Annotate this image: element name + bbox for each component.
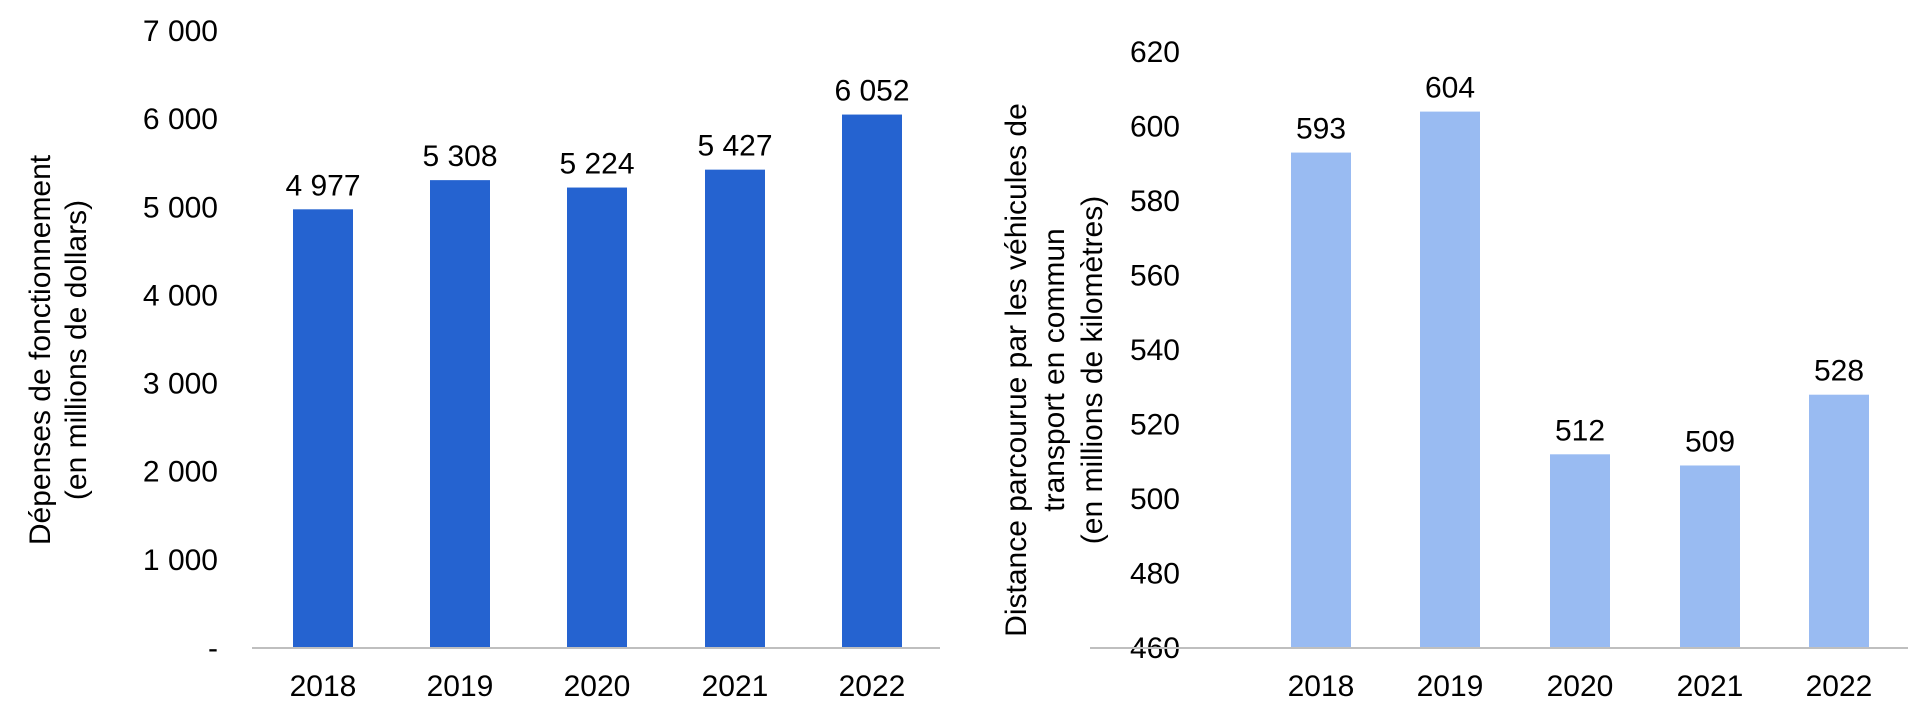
opex-x-tick-label: 2020 — [564, 670, 631, 703]
distance-data-label: 604 — [1425, 72, 1475, 105]
opex-bar-2019 — [430, 180, 490, 649]
opex-y-axis-label: Dépenses de fonctionnement — [24, 154, 57, 545]
opex-x-tick-label: 2019 — [427, 670, 494, 703]
distance-bar-2018 — [1291, 152, 1351, 648]
opex-bar-2022 — [842, 114, 902, 648]
opex-y-tick-label: 5 000 — [143, 191, 218, 224]
opex-y-tick-label: 7 000 — [143, 15, 218, 48]
distance-y-tick-label: 480 — [1130, 558, 1180, 591]
opex-bar-2021 — [705, 169, 765, 648]
distance-y-tick-label: 500 — [1130, 483, 1180, 516]
distance-y-tick-label: 540 — [1130, 334, 1180, 367]
distance-y-axis-label: (en millions de kilomètres) — [1076, 196, 1109, 544]
chart-operating-expenses: - 1 000 2 000 3 000 4 000 5 000 6 000 7 000 4 97… — [24, 15, 940, 703]
distance-x-tick-label: 2018 — [1288, 670, 1355, 703]
distance-bar-2022 — [1809, 394, 1869, 648]
distance-y-tick-label: 620 — [1130, 36, 1180, 69]
distance-x-tick-label: 2019 — [1417, 670, 1484, 703]
opex-data-label: 5 427 — [697, 130, 772, 163]
distance-y-axis-label: Distance parcourue par les véhicules de — [1000, 103, 1033, 637]
opex-y-tick-label: 6 000 — [143, 103, 218, 136]
opex-y-tick-label: 4 000 — [143, 279, 218, 312]
distance-y-tick-label: 600 — [1130, 111, 1180, 144]
distance-data-label: 528 — [1814, 355, 1864, 388]
distance-bar-2021 — [1680, 465, 1740, 648]
opex-bar-2018 — [293, 209, 353, 649]
opex-y-tick-label: 1 000 — [143, 544, 218, 577]
distance-data-label: 509 — [1685, 425, 1735, 458]
distance-y-tick-label: 560 — [1130, 260, 1180, 293]
opex-data-label: 6 052 — [834, 75, 909, 108]
distance-x-tick-label: 2020 — [1547, 670, 1614, 703]
distance-y-tick-label: 580 — [1130, 185, 1180, 218]
opex-y-tick-label: 3 000 — [143, 368, 218, 401]
distance-data-label: 593 — [1296, 113, 1346, 146]
opex-data-label: 5 224 — [559, 148, 634, 181]
opex-x-tick-label: 2021 — [702, 670, 769, 703]
distance-y-axis-label: transport en commun — [1038, 228, 1071, 511]
opex-data-label: 5 308 — [422, 140, 497, 173]
distance-y-tick-label: 520 — [1130, 409, 1180, 442]
distance-bar-2020 — [1550, 454, 1610, 648]
opex-bar-2020 — [567, 187, 627, 648]
opex-y-axis-label: (en millions de dollars) — [60, 200, 93, 500]
opex-data-label: 4 977 — [285, 169, 360, 202]
distance-bar-2019 — [1420, 111, 1480, 649]
chart-transit-distance: 4604805005205405605806006205932018604201… — [1000, 36, 1908, 703]
opex-x-tick-label: 2018 — [290, 670, 357, 703]
opex-x-tick-label: 2022 — [839, 670, 906, 703]
distance-x-tick-label: 2021 — [1677, 670, 1744, 703]
opex-y-tick-label: 2 000 — [143, 456, 218, 489]
opex-y-tick-label: - — [208, 632, 218, 665]
distance-x-tick-label: 2022 — [1806, 670, 1873, 703]
distance-data-label: 512 — [1555, 414, 1605, 447]
